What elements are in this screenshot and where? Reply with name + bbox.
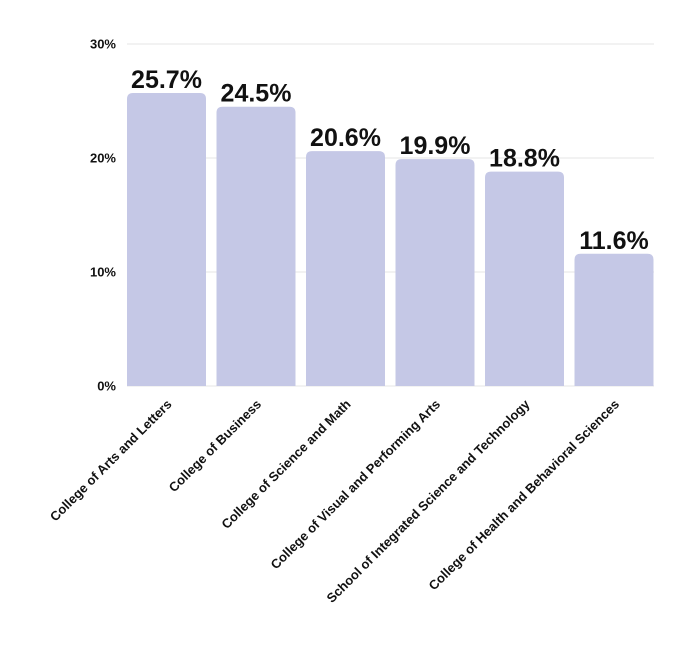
x-category-label: College of Visual and Performing Arts — [268, 397, 444, 573]
bar — [127, 93, 206, 387]
x-category-label: College of Health and Behavioral Science… — [426, 397, 623, 594]
bar — [574, 253, 654, 386]
y-axis-tick-labels: 0% 10% 20% 30% — [90, 37, 116, 394]
x-category-label: College of Business — [166, 397, 264, 495]
bar-value-label: 20.6% — [310, 124, 381, 152]
bar — [216, 106, 296, 386]
bar — [395, 159, 475, 386]
gridlines — [127, 43, 654, 387]
y-tick-label: 20% — [90, 151, 116, 166]
bar — [485, 171, 564, 386]
bars — [127, 93, 654, 387]
bar-value-label: 24.5% — [221, 80, 292, 108]
x-category-label: College of Arts and Letters — [47, 397, 175, 525]
y-tick-label: 0% — [97, 379, 116, 394]
bar-value-label: 19.9% — [400, 132, 471, 160]
bar-value-labels: 25.7% 24.5% 20.6% 19.9% 18.8% 11.6% — [131, 66, 649, 255]
y-tick-label: 30% — [90, 37, 116, 52]
y-tick-label: 10% — [90, 265, 116, 280]
bar-value-label: 11.6% — [579, 227, 649, 255]
bar — [306, 151, 385, 386]
bar-value-label: 25.7% — [131, 66, 202, 94]
bar-value-label: 18.8% — [489, 145, 560, 173]
x-category-label: School of Integrated Science and Technol… — [323, 396, 533, 606]
